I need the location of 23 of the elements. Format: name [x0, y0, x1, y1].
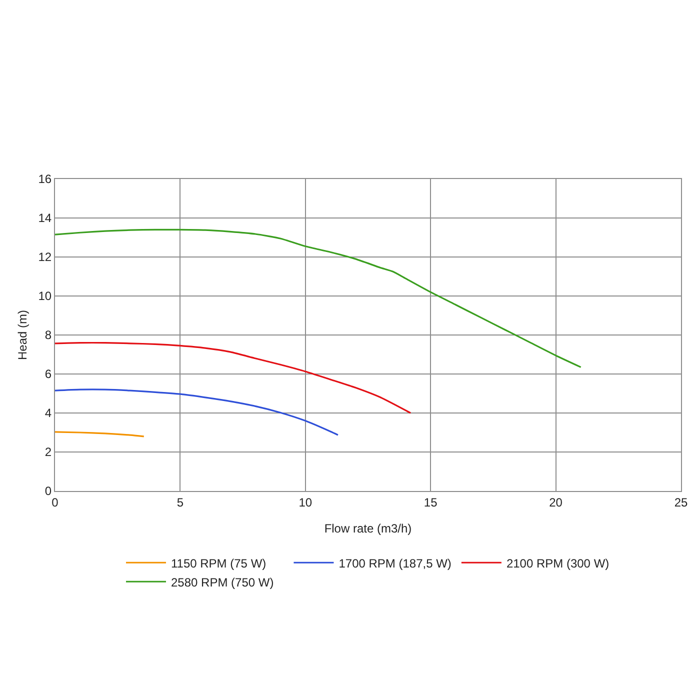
line-series [55, 228, 582, 368]
x-tick-label: 10 [298, 495, 312, 510]
legend-label: 1700 RPM (187,5 W) [338, 556, 452, 570]
y-tick-label: 16 [38, 172, 52, 186]
y-tick-label: 10 [38, 289, 52, 304]
line-series [55, 388, 339, 436]
y-tick-label: 0 [44, 484, 52, 498]
line-series [55, 342, 412, 414]
legend-label: 2100 RPM (300 W) [506, 556, 610, 570]
y-tick-label: 12 [38, 250, 52, 264]
y-tick-label: 8 [44, 328, 52, 342]
y-axis-title: Head (m) [16, 310, 30, 360]
x-tick-label: 15 [424, 495, 438, 510]
x-tick-label: 25 [674, 495, 688, 510]
x-axis-title: Flow rate (m3/h) [324, 521, 412, 536]
y-tick-label: 6 [44, 367, 52, 382]
legend-label: 1150 RPM (75 W) [171, 556, 266, 570]
y-tick-label: 4 [44, 406, 52, 420]
y-tick-label: 2 [44, 445, 52, 460]
x-tick-label: 5 [176, 495, 184, 510]
legend-label: 2580 RPM (750 W) [171, 575, 274, 590]
y-tick-label: 14 [38, 211, 52, 226]
x-tick-label: 20 [549, 495, 563, 510]
